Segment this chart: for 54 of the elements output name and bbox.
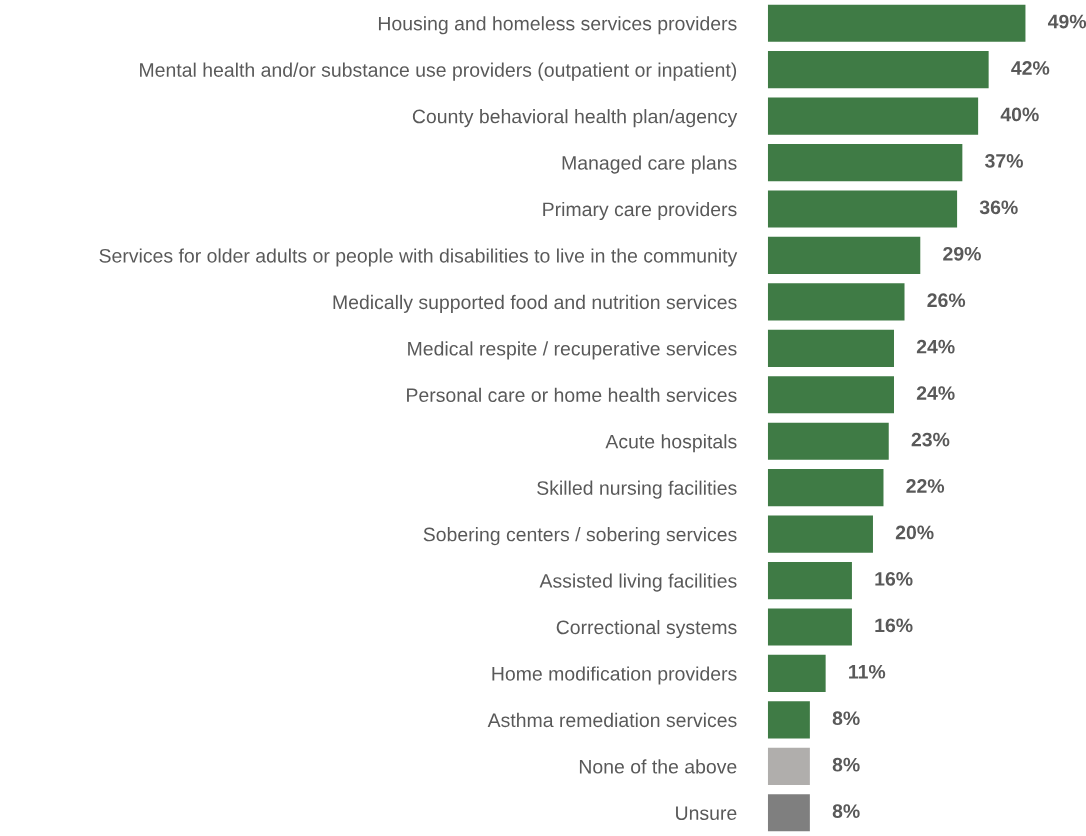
bar (767, 469, 884, 507)
bar (767, 515, 873, 553)
y-tick-label: None of the above (579, 759, 737, 774)
data-label: 29% (943, 246, 981, 261)
y-tick-label: Primary care providers (543, 201, 737, 221)
bar (767, 236, 921, 275)
bar (767, 329, 894, 367)
data-label: 11% (849, 664, 886, 679)
data-label: 37% (985, 154, 1023, 168)
y-tick-label: Medical respite / recuperative services (408, 341, 737, 360)
bar (767, 190, 958, 228)
bar (767, 97, 979, 135)
data-label: 24% (916, 386, 955, 400)
y-tick-label: Medically supported food and nutrition services (333, 294, 737, 313)
bar (767, 4, 1026, 42)
y-tick-label: Unsure (676, 806, 737, 821)
bar (767, 143, 963, 182)
y-tick-label: Home modification providers (492, 666, 737, 685)
y-tick-label: Asthma remediation services (487, 712, 737, 728)
data-label: 8% (832, 804, 860, 818)
bar (767, 376, 894, 414)
bar (767, 561, 852, 600)
bar (767, 654, 826, 693)
data-label: 16% (875, 572, 913, 586)
y-tick-label: Sobering centers / sobering services (423, 527, 737, 546)
y-tick-label: Correctional systems (556, 619, 737, 639)
y-tick-label: Managed care plans (562, 155, 737, 174)
y-tick-label: Services for older adults or people with disabilities to live in the community (99, 248, 738, 267)
data-label: 8% (832, 711, 860, 726)
y-tick-label: Personal care or home health services (407, 387, 737, 403)
y-tick-label: Housing and homeless services providers (378, 16, 737, 35)
data-label: 22% (906, 479, 945, 493)
data-label: 49% (1047, 14, 1086, 29)
bar (767, 747, 810, 785)
bar (767, 51, 989, 89)
data-label: 36% (979, 200, 1018, 215)
data-label: 20% (895, 525, 934, 540)
y-tick-label: Assisted living facilities (539, 573, 737, 592)
y-tick-label: Acute hospitals (605, 434, 737, 453)
bar (767, 794, 810, 832)
bar (767, 283, 905, 321)
bar (767, 608, 852, 646)
data-label: 26% (927, 293, 966, 308)
data-label: 8% (832, 757, 860, 772)
data-label: 42% (1011, 61, 1050, 75)
y-tick-label: County behavioral health plan/agency (412, 109, 738, 128)
data-label: 16% (875, 618, 913, 633)
data-label: 23% (911, 432, 950, 447)
data-label: 24% (916, 339, 955, 354)
bar (767, 701, 810, 739)
y-tick-label: Skilled nursing facilities (537, 480, 737, 499)
data-label: 40% (1000, 107, 1039, 122)
y-tick-label: Mental health and/or substance use providers (outpatient or inpatient) (140, 62, 737, 81)
bar (767, 422, 889, 460)
